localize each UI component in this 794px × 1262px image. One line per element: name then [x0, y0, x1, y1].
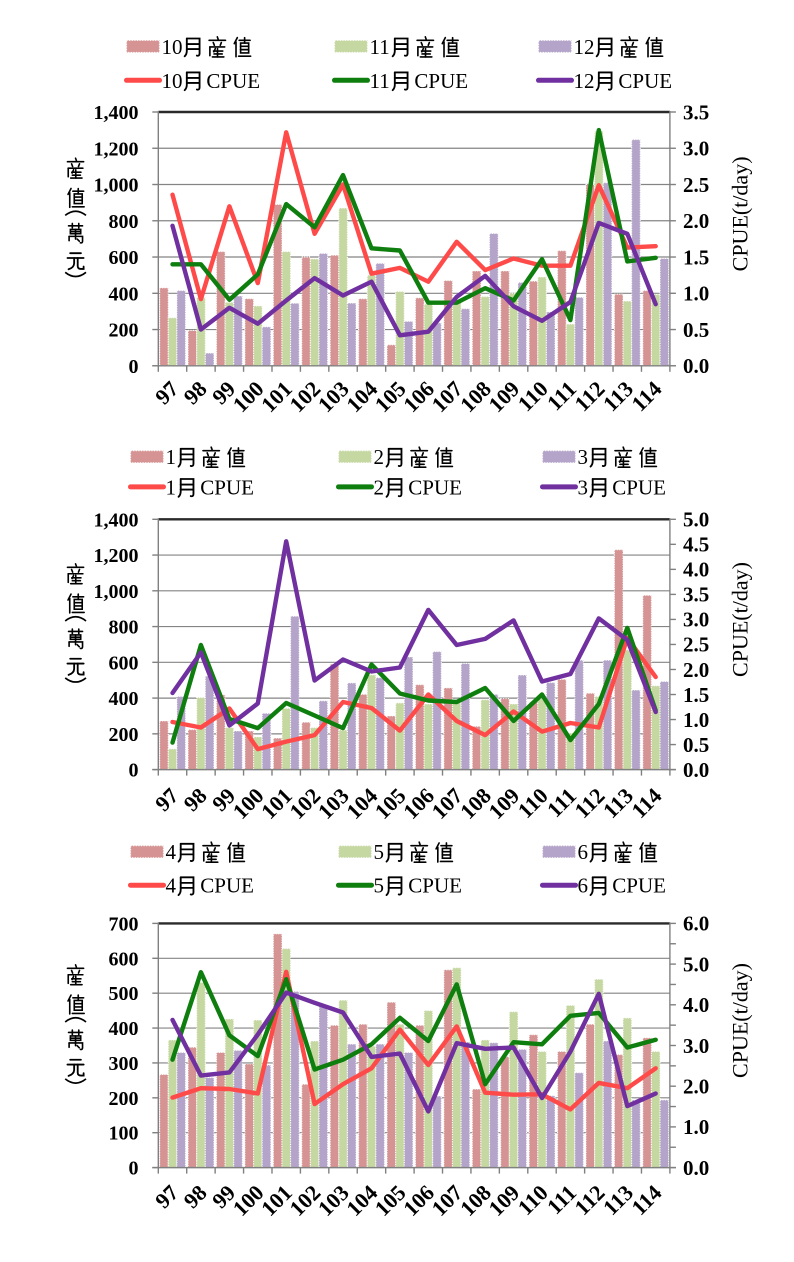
- svg-text:12: 12: [574, 35, 595, 59]
- svg-text:6: 6: [578, 840, 589, 864]
- svg-text:200: 200: [109, 320, 139, 342]
- svg-text:2.0: 2.0: [683, 658, 709, 682]
- svg-text:2.0: 2.0: [683, 209, 709, 233]
- svg-text:1,400: 1,400: [94, 509, 139, 531]
- svg-text:4.0: 4.0: [683, 993, 709, 1017]
- svg-text:1,000: 1,000: [94, 581, 139, 603]
- svg-text:2.0: 2.0: [683, 1075, 709, 1099]
- svg-text:0: 0: [129, 760, 139, 782]
- svg-text:0.5: 0.5: [683, 318, 709, 342]
- svg-text:3: 3: [578, 475, 589, 499]
- svg-text:CPUE(t/day): CPUE(t/day): [728, 963, 753, 1078]
- svg-text:3: 3: [578, 445, 589, 469]
- svg-text:3.0: 3.0: [683, 137, 709, 161]
- svg-text:600: 600: [109, 247, 139, 269]
- svg-text:10: 10: [162, 35, 183, 59]
- svg-text:5: 5: [374, 874, 385, 898]
- svg-text:CPUE(t/day): CPUE(t/day): [728, 562, 753, 677]
- svg-text:400: 400: [109, 1018, 139, 1040]
- svg-text:1: 1: [166, 445, 177, 469]
- svg-text:0.5: 0.5: [683, 733, 709, 757]
- svg-text:CPUE: CPUE: [612, 475, 666, 499]
- svg-text:200: 200: [109, 724, 139, 746]
- svg-text:5.0: 5.0: [683, 952, 709, 976]
- svg-text:0: 0: [129, 356, 139, 378]
- svg-text:11: 11: [370, 69, 390, 93]
- svg-text:500: 500: [109, 983, 139, 1005]
- svg-text:1,400: 1,400: [94, 102, 139, 124]
- svg-text:1,000: 1,000: [94, 175, 139, 197]
- svg-text:700: 700: [109, 913, 139, 935]
- svg-text:0: 0: [129, 1158, 139, 1180]
- svg-text:CPUE: CPUE: [200, 874, 254, 898]
- svg-text:6: 6: [578, 874, 589, 898]
- svg-text:5.0: 5.0: [683, 508, 709, 532]
- svg-text:400: 400: [109, 688, 139, 710]
- svg-text:1.0: 1.0: [683, 282, 709, 306]
- svg-text:600: 600: [109, 652, 139, 674]
- svg-text:CPUE: CPUE: [612, 874, 666, 898]
- svg-text:11: 11: [370, 35, 390, 59]
- svg-text:1.5: 1.5: [683, 683, 709, 707]
- svg-text:0.0: 0.0: [683, 354, 709, 378]
- svg-text:3.0: 3.0: [683, 1034, 709, 1058]
- svg-text:3.5: 3.5: [683, 583, 709, 607]
- svg-text:CPUE: CPUE: [206, 69, 260, 93]
- svg-text:600: 600: [109, 948, 139, 970]
- svg-text:1.0: 1.0: [683, 1115, 709, 1139]
- svg-text:3.5: 3.5: [683, 100, 709, 124]
- svg-text:800: 800: [109, 617, 139, 639]
- svg-text:0.0: 0.0: [683, 1156, 709, 1180]
- svg-text:4: 4: [166, 840, 177, 864]
- svg-text:2: 2: [374, 445, 385, 469]
- svg-text:400: 400: [109, 283, 139, 305]
- svg-text:1.5: 1.5: [683, 245, 709, 269]
- svg-text:800: 800: [109, 211, 139, 233]
- svg-text:1,200: 1,200: [94, 138, 139, 160]
- svg-text:12: 12: [574, 69, 595, 93]
- svg-text:2: 2: [374, 475, 385, 499]
- svg-text:300: 300: [109, 1053, 139, 1075]
- svg-text:CPUE: CPUE: [408, 475, 462, 499]
- svg-text:3.0: 3.0: [683, 608, 709, 632]
- svg-text:CPUE(t/day): CPUE(t/day): [728, 156, 753, 271]
- svg-text:1,200: 1,200: [94, 545, 139, 567]
- svg-text:200: 200: [109, 1088, 139, 1110]
- svg-text:100: 100: [109, 1123, 139, 1145]
- svg-text:6.0: 6.0: [683, 912, 709, 936]
- svg-text:CPUE: CPUE: [408, 874, 462, 898]
- svg-text:5: 5: [374, 840, 385, 864]
- svg-text:10: 10: [162, 69, 183, 93]
- svg-text:4.5: 4.5: [683, 533, 709, 557]
- svg-text:CPUE: CPUE: [618, 69, 672, 93]
- svg-text:1: 1: [166, 475, 177, 499]
- svg-text:4.0: 4.0: [683, 558, 709, 582]
- svg-text:2.5: 2.5: [683, 173, 709, 197]
- svg-text:1.0: 1.0: [683, 708, 709, 732]
- svg-text:4: 4: [166, 874, 177, 898]
- svg-text:0.0: 0.0: [683, 758, 709, 782]
- svg-text:CPUE: CPUE: [200, 475, 254, 499]
- svg-text:2.5: 2.5: [683, 633, 709, 657]
- svg-text:CPUE: CPUE: [414, 69, 468, 93]
